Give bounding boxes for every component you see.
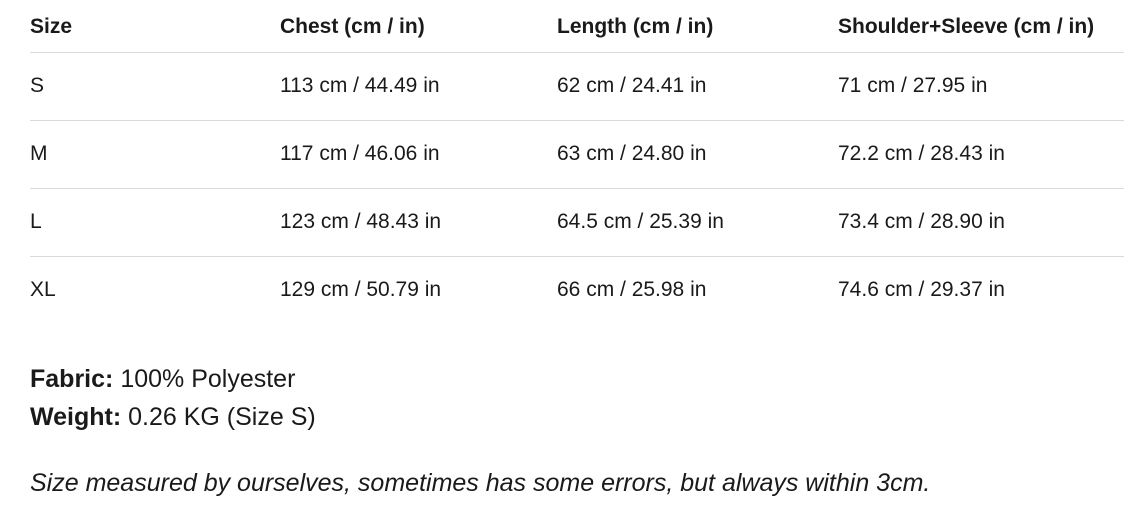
table-row: XL 129 cm / 50.79 in 66 cm / 25.98 in 74… (30, 257, 1124, 325)
cell-chest: 113 cm / 44.49 in (280, 52, 557, 121)
cell-length: 66 cm / 25.98 in (557, 278, 707, 301)
cell-chest: 129 cm / 50.79 in (280, 278, 442, 301)
cell-shoulder-sleeve: 73.4 cm / 28.90 in (838, 188, 1124, 257)
size-chart-header: Size Chest (cm / in) Length (cm / in) Sh… (30, 10, 1124, 53)
fabric-label: Fabric: (30, 365, 114, 393)
header-row: Size Chest (cm / in) Length (cm / in) Sh… (30, 10, 1124, 53)
fabric-info: Fabric: 100% Polyester (30, 360, 1124, 398)
product-details: Fabric: 100% Polyester Weight: 0.26 KG (… (30, 360, 1124, 436)
cell-chest: 123 cm / 48.43 in (280, 188, 557, 257)
cell-size: S (30, 52, 280, 121)
size-chart-body: S 113 cm / 44.49 in 62 cm / 24.41 in 71 … (30, 52, 1124, 325)
table-row: L 123 cm / 48.43 in 64.5 cm / 25.39 in 7… (30, 188, 1124, 257)
column-header-length: Length (cm / in) (557, 10, 838, 53)
cell-length: 62 cm / 24.41 in (557, 52, 838, 121)
weight-value: 0.26 KG (Size S) (128, 403, 316, 431)
fabric-value: 100% Polyester (120, 365, 296, 393)
size-chart-section: Size Chest (cm / in) Length (cm / in) Sh… (30, 10, 1124, 497)
cell-size: L (30, 188, 280, 257)
cell-shoulder-sleeve: 72.2 cm / 28.43 in (838, 120, 1124, 189)
table-row: M 117 cm / 46.06 in 63 cm / 24.80 in 72.… (30, 120, 1124, 189)
weight-info: Weight: 0.26 KG (Size S) (30, 398, 1124, 436)
table-row: S 113 cm / 44.49 in 62 cm / 24.41 in 71 … (30, 52, 1124, 121)
size-chart-table: Size Chest (cm / in) Length (cm / in) Sh… (30, 10, 1124, 324)
column-header-shoulder-sleeve: Shoulder+Sleeve (cm / in) (838, 10, 1124, 53)
column-header-chest: Chest (cm / in) (280, 10, 557, 53)
cell-shoulder-sleeve: 74.6 cm / 29.37 in (838, 278, 1005, 301)
measurement-note: Size measured by ourselves, sometimes ha… (30, 469, 931, 497)
cell-length: 63 cm / 24.80 in (557, 120, 838, 189)
weight-label: Weight: (30, 403, 122, 431)
column-header-size: Size (30, 10, 280, 53)
cell-chest: 117 cm / 46.06 in (280, 120, 557, 189)
cell-size: M (30, 120, 280, 189)
cell-size: XL (30, 278, 56, 301)
cell-shoulder-sleeve: 71 cm / 27.95 in (838, 52, 1124, 121)
cell-length: 64.5 cm / 25.39 in (557, 188, 838, 257)
